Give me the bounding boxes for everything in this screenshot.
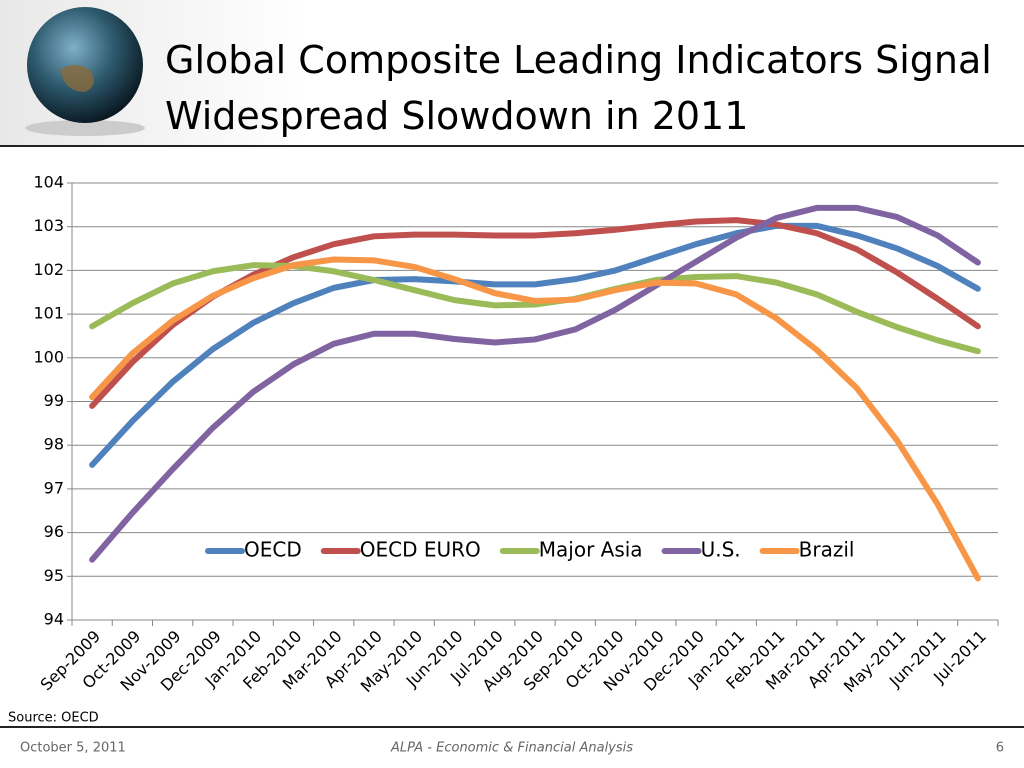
chart-title: Global Composite Leading Indicators Sign…: [165, 38, 992, 138]
page-number: 6: [996, 741, 1004, 756]
series-line: [89, 204, 981, 563]
y-tick-label: 102: [33, 260, 64, 279]
legend-label: Major Asia: [539, 538, 643, 562]
y-tick-label: 94: [44, 610, 64, 629]
series-line: [89, 256, 981, 582]
legend-label: OECD: [244, 538, 302, 562]
y-tick-label: 103: [33, 216, 64, 235]
globe-icon: [27, 7, 143, 123]
source: Source: OECD: [8, 711, 99, 726]
header-bg: [0, 0, 1024, 145]
y-tick-label: 101: [33, 304, 64, 323]
series-line: [89, 262, 981, 355]
legend-label: Brazil: [799, 538, 855, 562]
footer-date: October 5, 2011: [20, 741, 126, 756]
series-line: [89, 222, 981, 468]
y-tick-label: 95: [44, 566, 64, 585]
y-tick-label: 96: [44, 522, 64, 541]
y-tick-label: 104: [33, 173, 64, 192]
footer-center: ALPA - Economic & Financial Analysis: [390, 741, 633, 756]
globe-land: [60, 65, 94, 92]
globe-shadow: [25, 120, 145, 136]
y-tick-label: 98: [44, 435, 64, 454]
legend-label: U.S.: [701, 538, 741, 562]
y-tick-label: 100: [33, 347, 64, 366]
y-tick-label: 99: [44, 391, 64, 410]
y-tick-label: 97: [44, 478, 64, 497]
legend-label: OECD EURO: [360, 538, 481, 562]
